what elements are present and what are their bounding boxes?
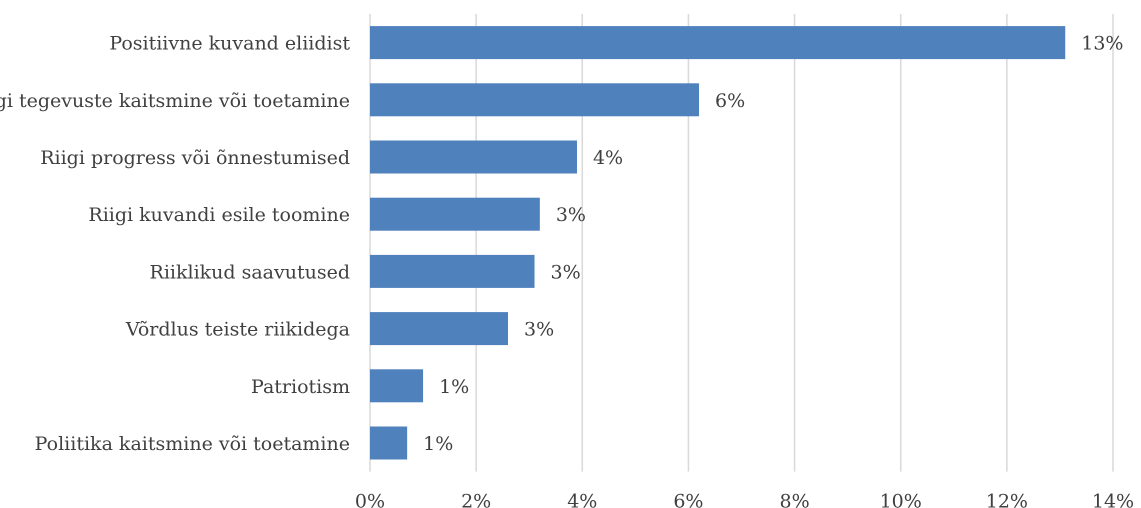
data-label: 3% [524,319,554,341]
bar [370,426,408,460]
category-label: Poliitika kaitsmine või toetamine [35,433,350,455]
gridlines [369,14,1114,472]
x-axis-tick-labels: 0% 2% 4% 6% 8% 10% 12% 14% [355,491,1134,508]
x-tick-label: 10% [880,491,922,508]
category-labels: Positiivne kuvand eliidist Riigi tegevust… [0,33,350,455]
category-label: Positiivne kuvand eliidist [109,33,350,55]
bar [370,83,700,117]
bar [370,369,424,403]
data-labels: 13% 6% 4% 3% 3% 3% 1% 1% [423,33,1123,455]
bars [370,26,1066,460]
data-label: 3% [556,204,586,226]
bar [370,254,535,288]
x-tick-label: 12% [986,491,1028,508]
data-label: 1% [423,433,453,455]
data-label: 3% [551,261,581,283]
x-tick-label: 2% [461,491,491,508]
category-label: Riiklikud saavutused [150,261,350,283]
x-tick-label: 6% [673,491,703,508]
bar [370,26,1066,60]
data-label: 13% [1081,33,1123,55]
category-label: Riigi tegevuste kaitsmine või toetamine [0,90,350,112]
data-label: 1% [439,376,469,398]
data-label: 6% [715,90,745,112]
category-label: Patriotism [251,376,350,398]
category-label: Võrdlus teiste riikidega [125,319,350,341]
x-tick-label: 4% [567,491,597,508]
bar [370,197,540,231]
bar [370,140,577,174]
data-label: 4% [593,147,623,169]
x-tick-label: 14% [1092,491,1134,508]
category-label: Riigi kuvandi esile toomine [88,204,350,226]
bar [370,312,508,346]
category-label: Riigi progress või õnnestumised [40,147,350,169]
x-tick-label: 8% [779,491,809,508]
x-tick-label: 0% [355,491,385,508]
